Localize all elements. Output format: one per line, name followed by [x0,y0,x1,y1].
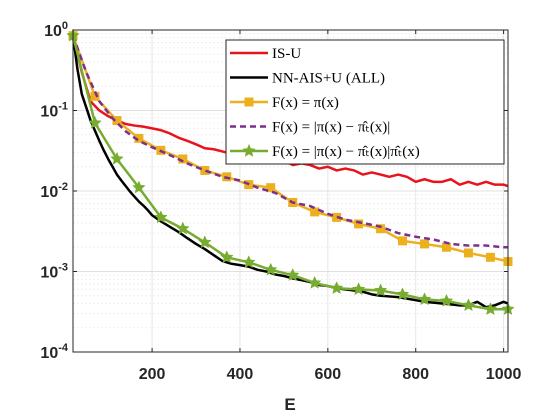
y-tick-label: 10-3 [40,262,68,282]
legend-item: IS-U [230,46,301,62]
y-tick-label: 10-1 [40,101,68,121]
data-point-star [88,115,102,129]
data-point-star [154,210,168,224]
legend-label: F(x) = π(x) [272,95,339,111]
data-point-star [220,250,234,264]
legend-box [225,39,505,165]
data-point-square [354,219,364,229]
data-point-star [417,292,432,306]
series-line [71,35,509,188]
x-tick-label: 400 [227,366,254,383]
y-tick-label: 10-4 [40,342,68,362]
data-point-star [483,302,498,315]
x-axis-title: E [284,395,295,414]
data-point-star [461,298,476,312]
series-group [66,28,515,315]
series-group [71,35,508,249]
series-line [71,35,508,249]
data-point-star [439,293,454,307]
series-group [71,35,509,188]
x-tick-label: 600 [314,366,341,383]
axis-ticks [73,29,508,353]
data-point-star [263,262,278,276]
data-point-star [241,255,256,269]
data-point-square [420,239,430,249]
data-point-square [441,242,451,252]
data-point-star [198,235,212,249]
legend-item: F(x) = |π(x) − π̂ₜ(x)|π̂ₜ(x) [230,143,420,160]
data-point-square [112,116,122,126]
data-point-square [266,183,276,193]
legend: IS-U NN-AIS+U (ALL) F(x) = π(x) F(x) = |π(x… [225,39,505,165]
data-point-star [329,281,344,294]
x-tick-label: 200 [139,366,166,383]
data-point-square [244,97,254,107]
data-point-square [310,207,320,217]
data-point-star [351,282,366,296]
data-point-star [395,287,410,301]
data-point-star [285,268,300,281]
data-point-square [463,248,473,258]
legend-label: F(x) = |π(x) − π̂ₜ(x)|π̂ₜ(x) [272,144,420,160]
data-point-star [307,275,322,289]
data-point-star [373,283,388,297]
data-point-square [485,252,495,262]
legend-label: IS-U [272,46,301,62]
legend-item: NN-AIS+U (ALL) [230,71,385,87]
y-tick-label: 100 [44,20,68,40]
x-tick-label: 1000 [486,366,522,383]
legend-label: NN-AIS+U (ALL) [272,71,385,87]
tick-labels: 200 400 600 800 1000 10-4 10-3 10-2 10-1 100 [40,20,521,383]
series-layer [66,28,515,315]
legend-item: F(x) = |π(x) − π̂ₜ(x)| [230,120,390,136]
data-point-star [242,143,256,157]
x-tick-label: 800 [402,366,429,383]
y-tick-label: 10-2 [40,181,68,201]
data-point-square [200,165,210,175]
legend-item: F(x) = π(x) [230,95,339,111]
data-point-star [132,180,146,194]
data-point-star [110,151,124,165]
data-point-square [398,236,408,246]
legend-label: F(x) = |π(x) − π̂ₜ(x)| [272,120,390,136]
data-point-star [176,221,190,235]
data-point-square [376,224,386,234]
